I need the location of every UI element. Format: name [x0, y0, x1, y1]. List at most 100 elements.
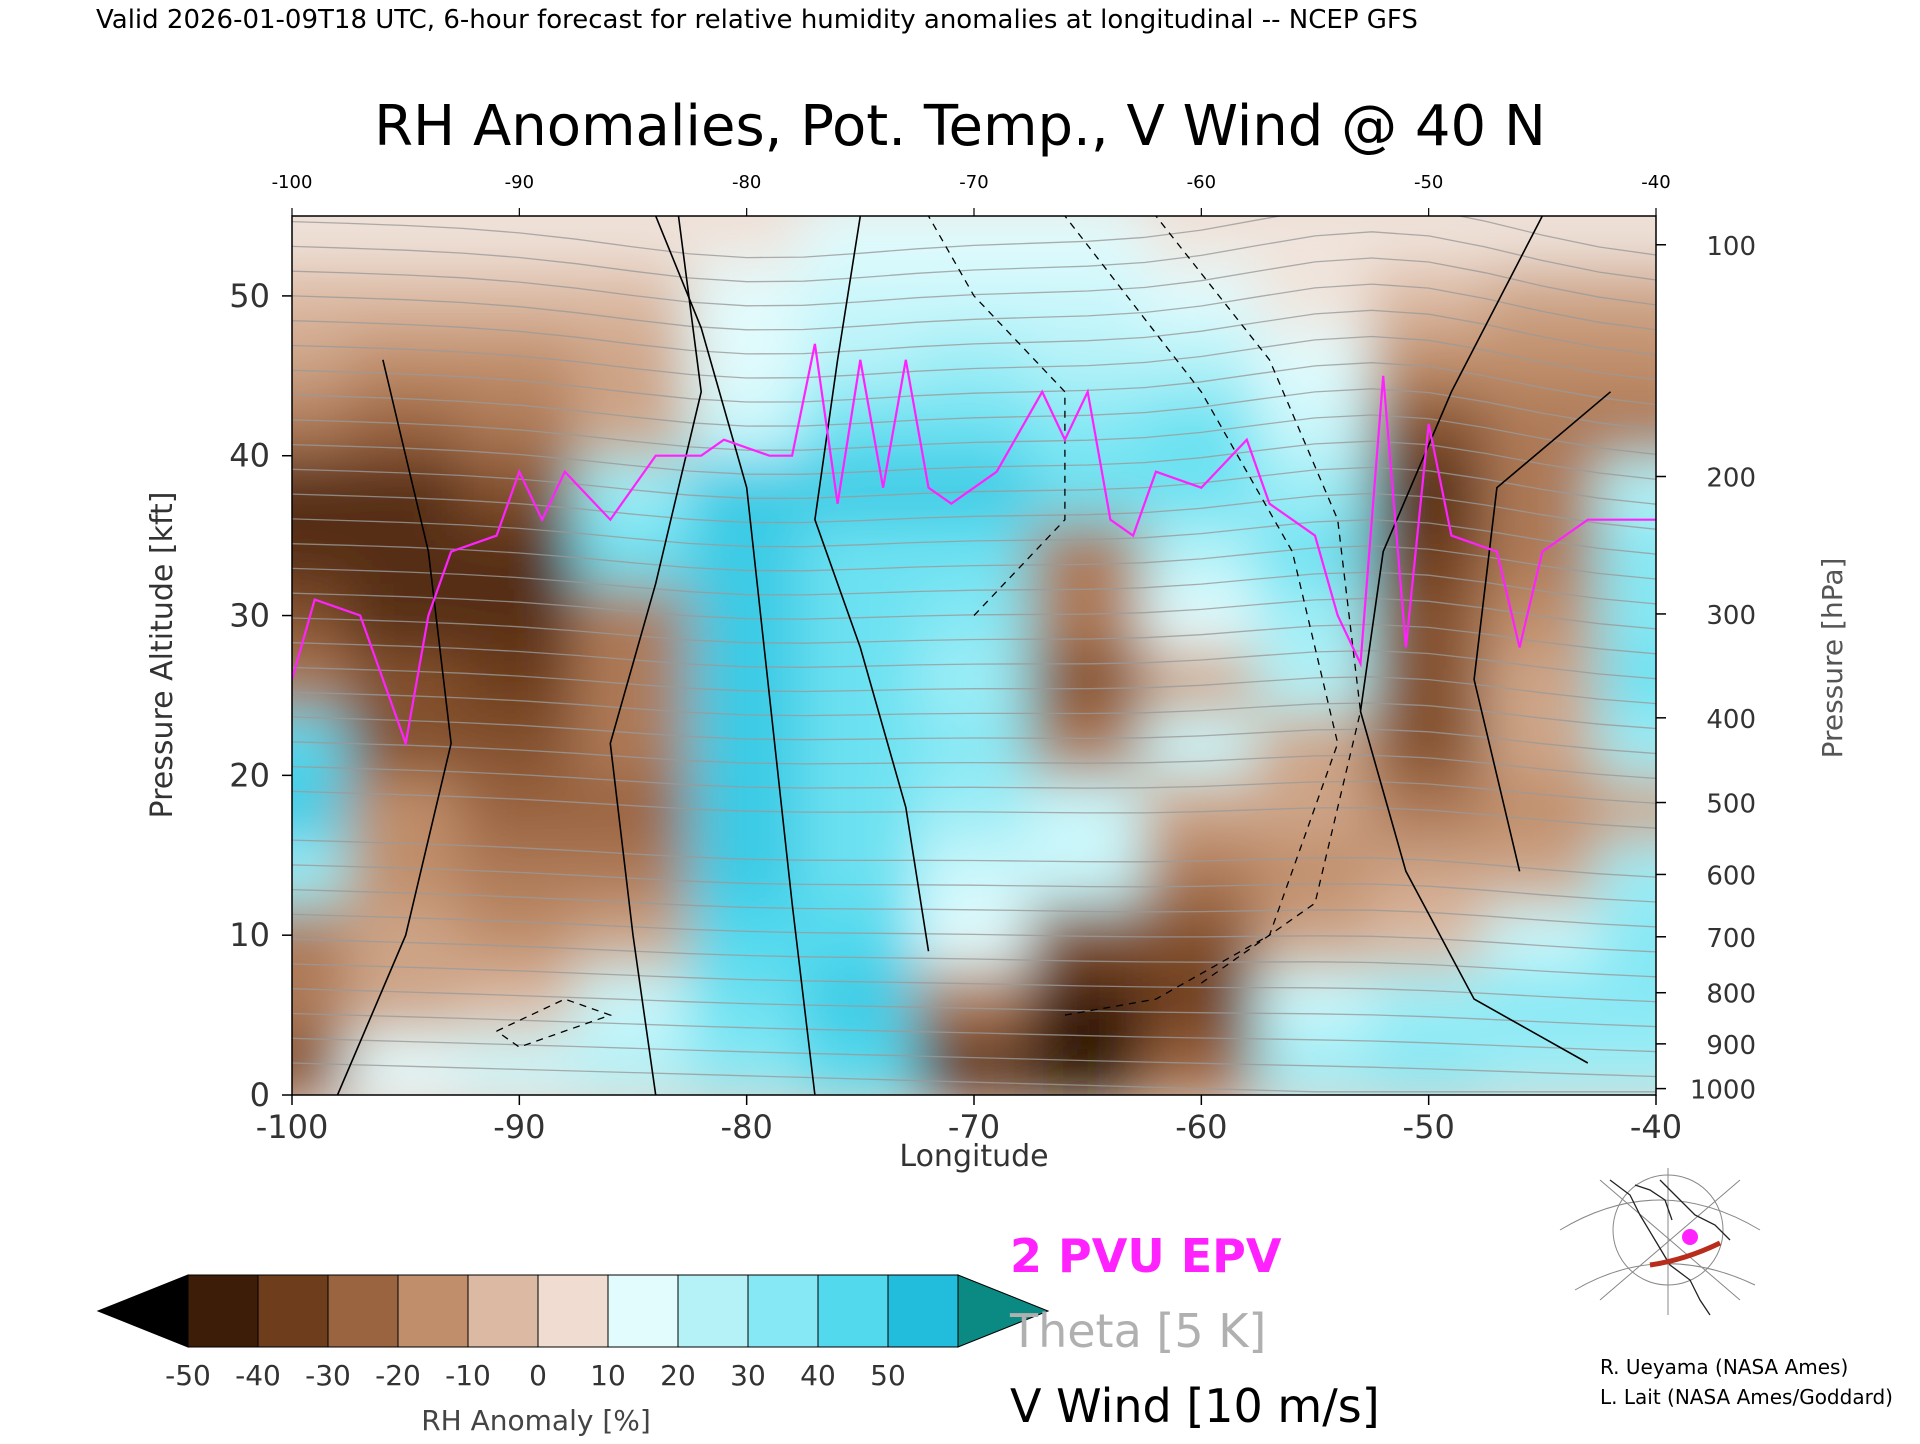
- rh-cell: [1028, 965, 1147, 1034]
- rh-cell: [1369, 1029, 1488, 1095]
- rh-cell: [1597, 581, 1656, 650]
- y-tick-label: 0: [250, 1076, 270, 1114]
- rh-cell: [1028, 261, 1147, 330]
- chart-title: RH Anomalies, Pot. Temp., V Wind @ 40 N: [374, 94, 1546, 159]
- rh-cell: [1369, 965, 1488, 1034]
- x-axis-label: Longitude: [899, 1139, 1048, 1174]
- theta-isoline: [292, 543, 1656, 580]
- theta-isoline: [292, 309, 1656, 356]
- colorbar-segment: [397, 1274, 469, 1348]
- theta-isoline: [292, 963, 1656, 1003]
- rh-cell: [346, 837, 465, 906]
- colorbar-tick-label: 10: [590, 1359, 626, 1392]
- rh-cell: [1483, 453, 1602, 522]
- rh-cell: [460, 453, 579, 522]
- cross-section-path-marker: [1649, 1240, 1722, 1268]
- rh-cell: [1142, 325, 1261, 394]
- x-tick-label: -70: [948, 1108, 1000, 1146]
- rh-cell: [346, 261, 465, 330]
- rh-cell: [687, 325, 806, 394]
- rh-cell: [1597, 453, 1656, 522]
- rh-cell: [460, 645, 579, 714]
- rh-cell: [1256, 216, 1374, 266]
- rh-cell: [292, 517, 351, 586]
- rh-cell: [1483, 645, 1602, 714]
- rh-cell: [801, 965, 920, 1034]
- rh-cell: [1256, 453, 1374, 522]
- colorbar-tick-label: -20: [375, 1359, 421, 1392]
- rh-cell: [292, 837, 351, 906]
- rh-cell: [915, 389, 1033, 458]
- rh-cell: [460, 581, 579, 650]
- rh-cell: [915, 325, 1033, 394]
- rh-cell: [915, 773, 1033, 842]
- rh-cell: [1483, 1029, 1602, 1095]
- rh-cell: [1483, 901, 1602, 970]
- rh-cell: [346, 965, 465, 1034]
- rh-cell: [460, 1029, 579, 1095]
- colorbar-tick-label: -30: [305, 1359, 351, 1392]
- colorbar-segment: [467, 1274, 539, 1348]
- rh-cell: [460, 901, 579, 970]
- rh-cell: [1597, 645, 1656, 714]
- rh-cell: [1142, 773, 1261, 842]
- x-tick-label: -50: [1403, 1108, 1455, 1146]
- rh-cell: [1369, 216, 1488, 266]
- rh-cell: [1028, 773, 1147, 842]
- rh-cell: [1028, 216, 1147, 266]
- rh-cell: [292, 965, 351, 1034]
- rh-cell: [1369, 325, 1488, 394]
- credit-line-2: L. Lait (NASA Ames/Goddard): [1600, 1385, 1893, 1409]
- colorbar-segment: [537, 1274, 609, 1348]
- theta-isoline: [292, 335, 1656, 381]
- rh-cell: [1142, 965, 1261, 1034]
- rh-cell: [1028, 389, 1147, 458]
- y-axis-right-label: Pressure [hPa]: [1816, 558, 1849, 759]
- theta-isoline: [292, 518, 1656, 555]
- rh-cell: [687, 965, 806, 1034]
- legend-item-pv: 2 PVU EPV: [1010, 1229, 1282, 1283]
- rh-cell: [801, 773, 920, 842]
- rh-cell: [687, 901, 806, 970]
- rh-cell: [346, 453, 465, 522]
- y-tick-label: 20: [229, 756, 270, 794]
- rh-cell: [460, 261, 579, 330]
- rh-cell: [915, 837, 1033, 906]
- vwind-isoline-negative: [1064, 216, 1339, 1016]
- credit-line-1: R. Ueyama (NASA Ames): [1600, 1355, 1848, 1379]
- theta-isoline: [292, 864, 1656, 903]
- colorbar-segment: [607, 1274, 679, 1348]
- rh-cell: [574, 216, 692, 266]
- rh-cell: [1369, 773, 1488, 842]
- rh-cell: [1028, 517, 1147, 586]
- vwind-isoline-negative: [927, 216, 1066, 616]
- theta-isoline: [292, 492, 1656, 530]
- vwind-isoline: [654, 216, 816, 1095]
- rh-cell: [346, 1029, 465, 1095]
- theta-isoline: [292, 567, 1656, 605]
- theta-isoline: [292, 741, 1656, 780]
- rh-cell: [1142, 517, 1261, 586]
- y-tick-label: 40: [229, 437, 270, 475]
- colorbar-tick-label: 30: [730, 1359, 766, 1392]
- colorbar-segment: [887, 1274, 959, 1348]
- rh-cell: [1256, 837, 1374, 906]
- theta-isoline: [292, 466, 1656, 505]
- vwind-contours: [336, 216, 1612, 1095]
- theta-isoline: [292, 938, 1656, 978]
- theta-isoline: [292, 765, 1656, 804]
- rh-cell: [1028, 837, 1147, 906]
- rh-cell: [1369, 453, 1488, 522]
- pressure-tick-label: 100: [1706, 232, 1756, 262]
- rh-cell: [1369, 581, 1488, 650]
- y-tick-label: 50: [229, 277, 270, 315]
- pressure-tick-label: 1000: [1690, 1076, 1756, 1106]
- rh-cell: [915, 1029, 1033, 1095]
- rh-cell: [1483, 837, 1602, 906]
- rh-cell: [801, 645, 920, 714]
- rh-cell: [346, 216, 465, 266]
- rh-cell: [1483, 216, 1602, 266]
- rh-cell: [915, 709, 1033, 778]
- rh-cell: [346, 325, 465, 394]
